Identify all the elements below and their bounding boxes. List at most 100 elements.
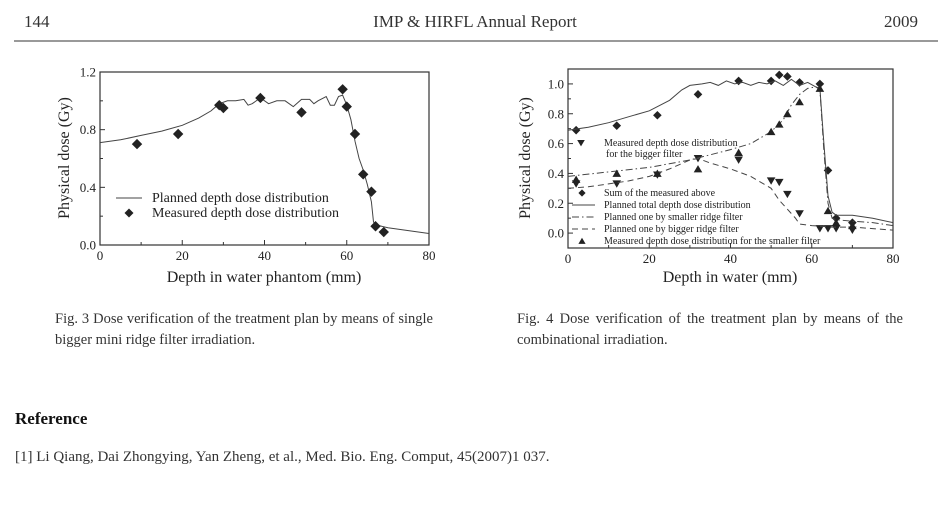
data-point xyxy=(766,127,776,136)
data-point xyxy=(734,76,743,86)
legend-marker-swatch xyxy=(124,208,134,218)
data-point xyxy=(612,169,622,177)
x-tick-label: 60 xyxy=(340,248,353,263)
figure-3-caption: Fig. 3 Dose verification of the treatmen… xyxy=(55,311,433,348)
y-tick-label: 1.0 xyxy=(548,76,564,91)
legend-label: Planned one by bigger ridge filter xyxy=(604,224,739,235)
data-point xyxy=(831,218,841,227)
data-point xyxy=(783,72,792,81)
data-point xyxy=(172,128,184,140)
y-axis-title: Physical dose (Gy) xyxy=(56,97,73,219)
fig4-chart: 0 20 40 60 80 0.0 0.2 0.4 0.6 0.8 1.0 Depth in wate… xyxy=(517,68,900,286)
page-number: 144 xyxy=(24,12,50,31)
legend-label: Planned total depth dose distribution xyxy=(604,200,751,211)
legend-marker-swatch xyxy=(577,139,585,147)
series-solid-line xyxy=(567,78,894,224)
data-point xyxy=(774,120,784,128)
legend-label: Measured depth dose distribution xyxy=(152,206,339,221)
y-tick-label: 0.2 xyxy=(548,196,564,211)
data-point xyxy=(653,110,662,120)
y-tick-label: 1.2 xyxy=(80,65,96,80)
data-point xyxy=(774,70,784,80)
figures-canvas: 0 20 40 60 80 0.0 0.4 0.8 1.2 Depth in water phan… xyxy=(56,65,900,287)
x-tick-label: 20 xyxy=(176,248,189,263)
x-tick-label: 20 xyxy=(643,251,656,266)
series-diamond-marker xyxy=(131,84,389,238)
data-point xyxy=(370,221,381,232)
data-point xyxy=(337,84,348,95)
x-axis-title: Depth in water (mm) xyxy=(663,269,798,286)
data-point xyxy=(734,148,743,156)
data-point xyxy=(831,213,841,223)
running-title: IMP & HIRFL Annual Report xyxy=(373,12,577,31)
series-solid-line xyxy=(99,94,430,234)
y-axis-title: Physical dose (Gy) xyxy=(517,97,534,219)
data-point xyxy=(823,166,833,175)
series-line xyxy=(567,157,894,231)
series-dashed-line xyxy=(567,157,894,231)
data-point xyxy=(255,92,266,104)
series-line xyxy=(567,86,894,227)
data-point xyxy=(131,138,143,150)
data-point xyxy=(795,97,804,106)
data-point xyxy=(766,76,776,86)
x-tick-label: 80 xyxy=(423,248,436,263)
series-line xyxy=(567,78,894,224)
x-tick-label: 40 xyxy=(258,248,271,263)
series-line xyxy=(99,94,430,234)
y-tick-label: 0.6 xyxy=(548,136,565,151)
data-point xyxy=(612,180,622,188)
reference-heading: Reference xyxy=(15,409,88,428)
data-point xyxy=(366,186,377,197)
data-point xyxy=(795,78,804,87)
x-tick-label: 0 xyxy=(565,251,572,266)
data-point xyxy=(571,125,581,135)
data-point xyxy=(848,221,857,230)
data-point xyxy=(815,225,825,233)
data-point xyxy=(378,226,389,238)
data-point xyxy=(831,225,841,233)
data-point xyxy=(693,165,703,173)
y-tick-label: 0.0 xyxy=(80,238,96,253)
data-point xyxy=(341,101,352,112)
x-tick-label: 40 xyxy=(724,251,737,266)
x-tick-label: 60 xyxy=(805,251,818,266)
legend-label: Planned depth dose distribution xyxy=(152,191,329,206)
data-point xyxy=(296,107,307,118)
data-point xyxy=(612,121,622,130)
data-point xyxy=(795,210,804,218)
y-tick-label: 0.4 xyxy=(548,166,565,181)
x-axis-title: Depth in water phantom (mm) xyxy=(167,269,362,286)
data-point xyxy=(358,169,369,180)
reference-item: [1] Li Qiang, Dai Zhongying, Yan Zheng, … xyxy=(15,449,550,465)
legend-marker-swatch xyxy=(578,237,586,244)
data-point xyxy=(815,79,825,89)
fig3-chart: 0 20 40 60 80 0.0 0.4 0.8 1.2 Depth in water phan… xyxy=(56,65,436,287)
figure-4-caption: Fig. 4 Dose verification of the treatmen… xyxy=(517,311,903,348)
y-tick-label: 0.8 xyxy=(548,106,564,121)
header-rule xyxy=(14,40,938,42)
legend: Planned depth dose distributionMeasured … xyxy=(116,191,339,221)
series-dash-dot-line xyxy=(567,86,894,227)
legend-marker-swatch xyxy=(578,189,586,197)
y-tick-label: 0.4 xyxy=(80,180,97,195)
data-point xyxy=(653,169,662,177)
data-point xyxy=(766,177,776,185)
y-tick-label: 0.0 xyxy=(548,226,564,241)
legend-label: Sum of the measured above xyxy=(604,188,716,199)
data-point xyxy=(349,128,361,140)
legend-label: Measured depth dose distribution for the… xyxy=(604,236,821,247)
data-point xyxy=(774,178,784,187)
data-point xyxy=(571,175,581,183)
data-point xyxy=(783,109,792,118)
y-tick-label: 0.8 xyxy=(80,122,96,137)
series-up-triangle-marker xyxy=(571,84,857,230)
legend-label: Planned one by smaller ridge filter xyxy=(604,212,743,223)
x-tick-label: 0 xyxy=(97,248,104,263)
data-point xyxy=(783,190,792,199)
data-point xyxy=(734,156,743,164)
data-point xyxy=(693,90,703,99)
legend-label-line2: for the bigger filter xyxy=(606,149,683,160)
data-point xyxy=(815,84,825,92)
